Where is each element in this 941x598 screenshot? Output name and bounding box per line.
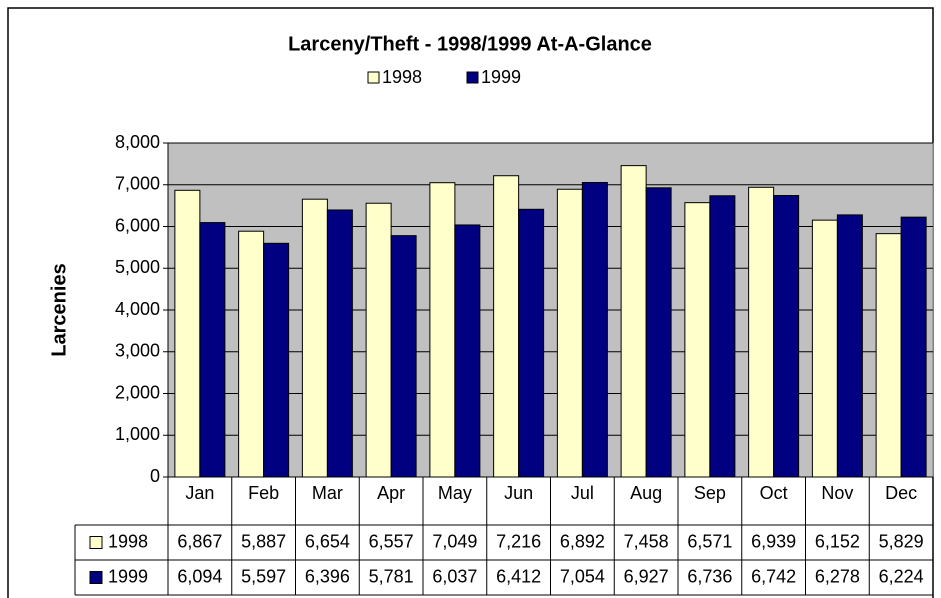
x-tick-label: Sep	[694, 483, 726, 503]
table-cell: 5,597	[241, 566, 286, 586]
table-legend-key	[89, 536, 103, 549]
table-cell: 7,458	[624, 531, 669, 551]
y-axis-title: Larcenies	[48, 263, 70, 356]
table-cell: 6,654	[305, 531, 350, 551]
bar	[263, 242, 290, 478]
table-cell: 7,216	[496, 531, 541, 551]
bar	[493, 175, 520, 478]
bar	[684, 202, 711, 478]
bar	[645, 187, 672, 478]
table-cell: 6,396	[305, 566, 350, 586]
y-tick-label: 7,000	[115, 174, 160, 194]
bar	[875, 233, 902, 478]
table-cell: 6,152	[815, 531, 860, 551]
bar	[748, 186, 775, 478]
table-cell: 6,939	[751, 531, 796, 551]
bar	[900, 216, 927, 478]
table-cell: 5,781	[369, 566, 414, 586]
bar	[556, 188, 583, 478]
bar	[301, 198, 328, 478]
bar	[709, 195, 736, 478]
y-tick-label: 0	[150, 466, 160, 486]
bar	[518, 208, 545, 478]
x-tick-label: Jan	[185, 483, 214, 503]
table-cell: 5,887	[241, 531, 286, 551]
table-row-label: 1998	[108, 531, 148, 551]
y-tick-label: 6,000	[115, 215, 160, 235]
table-cell: 6,867	[177, 531, 222, 551]
y-tick-label: 8,000	[115, 132, 160, 152]
bar	[199, 222, 226, 478]
x-tick-label: Jun	[504, 483, 533, 503]
bar	[454, 224, 481, 478]
bar	[620, 165, 647, 478]
x-tick-label: Aug	[630, 483, 662, 503]
bar	[238, 230, 265, 478]
table-cell: 6,736	[687, 566, 732, 586]
table-cell: 5,829	[879, 531, 924, 551]
table-cell: 6,557	[369, 531, 414, 551]
table-cell: 6,037	[432, 566, 477, 586]
bar	[365, 202, 392, 478]
x-tick-label: Oct	[760, 483, 788, 503]
bar	[390, 235, 417, 478]
x-tick-label: May	[438, 483, 472, 503]
y-tick-label: 1,000	[115, 424, 160, 444]
bar	[773, 195, 800, 478]
table-cell: 6,278	[815, 566, 860, 586]
bar	[174, 189, 201, 478]
bar	[811, 219, 838, 478]
bar	[836, 214, 863, 478]
x-tick-label: Feb	[248, 483, 279, 503]
table-cell: 6,892	[560, 531, 605, 551]
x-tick-label: Dec	[885, 483, 917, 503]
table-cell: 7,049	[432, 531, 477, 551]
x-tick-label: Mar	[312, 483, 343, 503]
table-cell: 6,094	[177, 566, 222, 586]
table-cell: 6,412	[496, 566, 541, 586]
legend-key	[367, 71, 380, 84]
legend-key	[466, 71, 479, 84]
y-tick-label: 2,000	[115, 382, 160, 402]
x-tick-label: Jul	[571, 483, 594, 503]
x-tick-label: Nov	[821, 483, 853, 503]
y-tick-label: 4,000	[115, 299, 160, 319]
y-tick-label: 3,000	[115, 341, 160, 361]
table-cell: 7,054	[560, 566, 605, 586]
table-cell: 6,927	[624, 566, 669, 586]
legend-label: 1999	[481, 67, 521, 87]
table-cell: 6,571	[687, 531, 732, 551]
bar	[326, 209, 353, 478]
y-tick-label: 5,000	[115, 257, 160, 277]
x-tick-label: Apr	[377, 483, 405, 503]
table-legend-key	[89, 571, 103, 584]
legend-label: 1998	[382, 67, 422, 87]
table-cell: 6,224	[879, 566, 924, 586]
bar	[429, 182, 456, 478]
table-row-label: 1999	[108, 566, 148, 586]
table-cell: 6,742	[751, 566, 796, 586]
chart-title: Larceny/Theft - 1998/1999 At-A-Glance	[288, 33, 652, 55]
bar	[581, 181, 608, 478]
